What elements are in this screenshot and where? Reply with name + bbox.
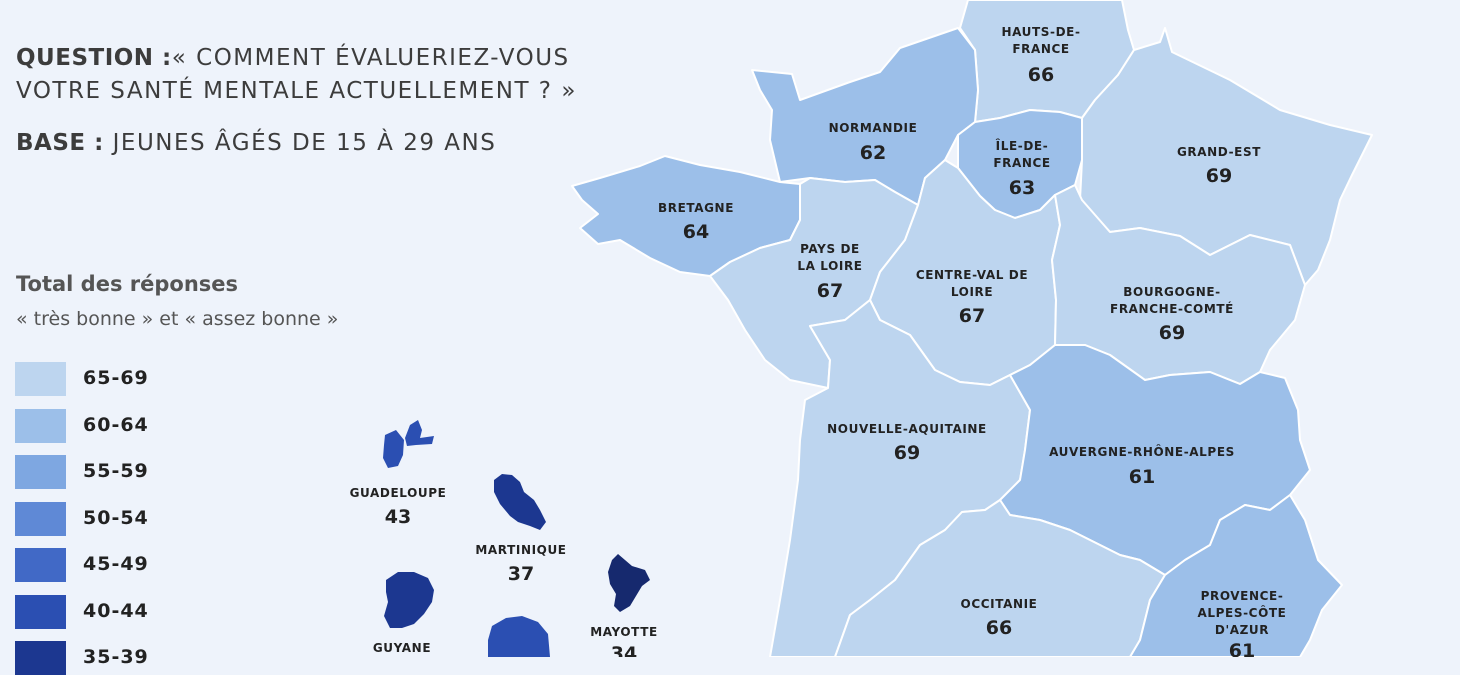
legend-item-50-54: 50-54: [15, 502, 215, 536]
island-guadeloupe[interactable]: [383, 420, 434, 468]
region-value: 61: [1129, 466, 1155, 488]
region-name: D'AZUR: [1215, 623, 1269, 637]
region-name: OCCITANIE: [961, 597, 1038, 611]
island-martinique[interactable]: [494, 474, 546, 530]
label-nouvelle-aquitaine: NOUVELLE-AQUITAINE 69: [827, 422, 987, 464]
label-auvergne-rhone-alpes: AUVERGNE-RHÔNE-ALPES 61: [1049, 444, 1235, 488]
label-ile-de-france: ÎLE-DE- FRANCE 63: [993, 138, 1050, 199]
legend-subtitle: « très bonne » et « assez bonne »: [16, 308, 339, 330]
region-name: FRANCE: [1012, 42, 1069, 56]
label-mayotte: MAYOTTE 34: [590, 625, 658, 657]
region-paca[interactable]: [1129, 494, 1343, 657]
label-grand-est: GRAND-EST 69: [1177, 145, 1261, 187]
label-bretagne: BRETAGNE 64: [658, 201, 734, 243]
legend-label: 45-49: [83, 553, 149, 575]
label-normandie: NORMANDIE 62: [829, 121, 918, 164]
region-name: ALPES-CÔTE: [1198, 605, 1287, 620]
region-value: 61: [1229, 640, 1255, 657]
island-mayotte[interactable]: [608, 554, 650, 612]
label-pays-de-la-loire: PAYS DE LA LOIRE 67: [797, 242, 862, 302]
question-line-1: « COMMENT ÉVALUERIEZ-VOUS: [171, 45, 570, 71]
region-name: MAYOTTE: [590, 625, 658, 639]
label-hauts-de-france: HAUTS-DE- FRANCE 66: [1001, 25, 1080, 86]
region-name: LOIRE: [951, 285, 993, 299]
region-value: 37: [508, 563, 534, 585]
region-name: ÎLE-DE-: [996, 138, 1049, 153]
region-name: BOURGOGNE-: [1123, 285, 1220, 299]
region-name: HAUTS-DE-: [1001, 25, 1080, 39]
region-value: 67: [817, 280, 843, 302]
region-name: BRETAGNE: [658, 201, 734, 215]
region-value: 63: [1009, 177, 1035, 199]
region-name: PROVENCE-: [1201, 589, 1284, 603]
base-text: BASE : JEUNES ÂGÉS DE 15 À 29 ANS: [16, 130, 496, 156]
legend-swatch: [15, 548, 66, 582]
label-guyane: GUYANE: [373, 641, 431, 655]
region-name: GRAND-EST: [1177, 145, 1261, 159]
region-value: 62: [860, 142, 886, 164]
region-name: PAYS DE: [800, 242, 860, 256]
legend-item-45-49: 45-49: [15, 548, 215, 582]
legend-swatch: [15, 455, 66, 489]
region-name: LA LOIRE: [797, 259, 862, 273]
label-paca: PROVENCE- ALPES-CÔTE D'AZUR 61: [1198, 589, 1287, 657]
region-value: 34: [611, 643, 637, 657]
legend-swatch: [15, 502, 66, 536]
base-value: JEUNES ÂGÉS DE 15 À 29 ANS: [112, 130, 497, 156]
region-name: FRANCE: [993, 156, 1050, 170]
island-reunion[interactable]: [488, 616, 550, 657]
region-value: 69: [894, 442, 920, 464]
legend-item-65-69: 65-69: [15, 362, 215, 396]
region-name: MARTINIQUE: [475, 543, 566, 557]
legend-label: 50-54: [83, 507, 149, 529]
legend-swatch: [15, 362, 66, 396]
region-value: 66: [986, 617, 1012, 639]
region-value: 66: [1028, 64, 1054, 86]
label-guadeloupe: GUADELOUPE 43: [350, 486, 447, 528]
region-bourgogne-franche-comte[interactable]: [1051, 184, 1306, 385]
region-name: FRANCHE-COMTÉ: [1110, 301, 1234, 316]
region-value: 43: [385, 506, 411, 528]
question-text: QUESTION :« COMMENT ÉVALUERIEZ-VOUS VOTRE…: [16, 42, 636, 108]
legend-label: 40-44: [83, 600, 149, 622]
legend-item-60-64: 60-64: [15, 409, 215, 443]
france-map: HAUTS-DE- FRANCE 66 NORMANDIE 62 ÎLE-DE-…: [350, 0, 1373, 657]
question-line-2: VOTRE SANTÉ MENTALE ACTUELLEMENT ? »: [16, 78, 577, 104]
region-value: 67: [959, 305, 985, 327]
region-name: NOUVELLE-AQUITAINE: [827, 422, 987, 436]
legend-label: 65-69: [83, 367, 149, 389]
legend-item-40-44: 40-44: [15, 595, 215, 629]
label-centre-val-de-loire: CENTRE-VAL DE LOIRE 67: [916, 268, 1028, 327]
base-label: BASE :: [16, 130, 104, 156]
region-name: GUYANE: [373, 641, 431, 655]
label-occitanie: OCCITANIE 66: [961, 597, 1038, 639]
region-name: GUADELOUPE: [350, 486, 447, 500]
legend-label: 55-59: [83, 460, 149, 482]
region-value: 64: [683, 221, 709, 243]
island-guyane[interactable]: [384, 572, 434, 628]
region-name: CENTRE-VAL DE: [916, 268, 1028, 282]
legend-swatch: [15, 409, 66, 443]
region-name: AUVERGNE-RHÔNE-ALPES: [1049, 444, 1235, 459]
label-bourgogne-franche-comte: BOURGOGNE- FRANCHE-COMTÉ 69: [1110, 285, 1234, 344]
region-name: NORMANDIE: [829, 121, 918, 135]
label-martinique: MARTINIQUE 37: [475, 543, 566, 585]
region-value: 69: [1206, 165, 1232, 187]
legend-swatch: [15, 595, 66, 629]
region-value: 69: [1159, 322, 1185, 344]
question-label: QUESTION :: [16, 45, 172, 71]
legend-title: Total des réponses: [16, 272, 239, 296]
legend-item-55-59: 55-59: [15, 455, 215, 489]
legend-label: 60-64: [83, 414, 149, 436]
